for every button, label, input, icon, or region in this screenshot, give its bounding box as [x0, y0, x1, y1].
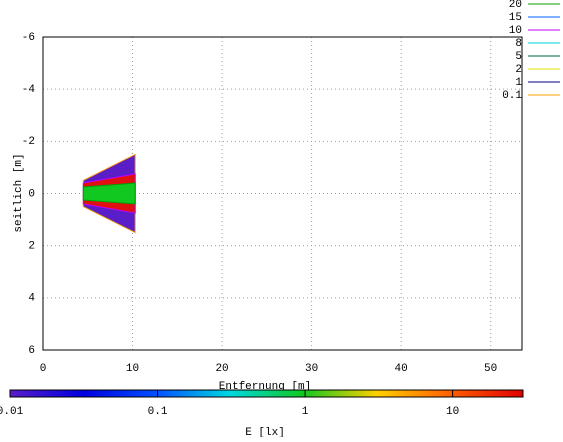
legend-label: 1 [515, 77, 522, 89]
colorbar-tick-label: 0.1 [148, 406, 168, 418]
x-tick-label: 10 [126, 363, 139, 375]
colorbar-label: E [lx] [245, 427, 285, 437]
y-tick-label: 0 [28, 188, 35, 200]
colorbar-tick-label: 1 [302, 406, 309, 418]
legend-label: 15 [509, 12, 522, 24]
legend-label: 2 [515, 64, 522, 76]
y-tick-label: 2 [28, 241, 35, 253]
y-axis-label: seitlich [m] [13, 153, 25, 232]
x-tick-label: 50 [484, 363, 497, 375]
y-tick-label: 4 [28, 293, 35, 305]
x-tick-label: 30 [305, 363, 318, 375]
y-tick-label: -4 [22, 84, 36, 96]
x-tick-label: 0 [40, 363, 47, 375]
legend-label: 0.1 [502, 90, 522, 102]
legend-label: 20 [509, 0, 522, 11]
x-tick-label: 40 [395, 363, 408, 375]
plot-frame [42, 36, 523, 351]
legend-label: 5 [515, 51, 522, 63]
x-tick-label: 20 [215, 363, 228, 375]
y-tick-label: -2 [22, 136, 35, 148]
legend-label: 10 [509, 25, 522, 37]
y-tick-label: 6 [28, 345, 35, 357]
contour-region [82, 182, 136, 205]
colorbar [9, 389, 524, 398]
y-tick-label: -6 [22, 32, 35, 44]
colorbar-tick-label: 0.01 [0, 406, 24, 418]
legend-label: 8 [515, 38, 522, 50]
colorbar-tick-label: 10 [446, 406, 459, 418]
